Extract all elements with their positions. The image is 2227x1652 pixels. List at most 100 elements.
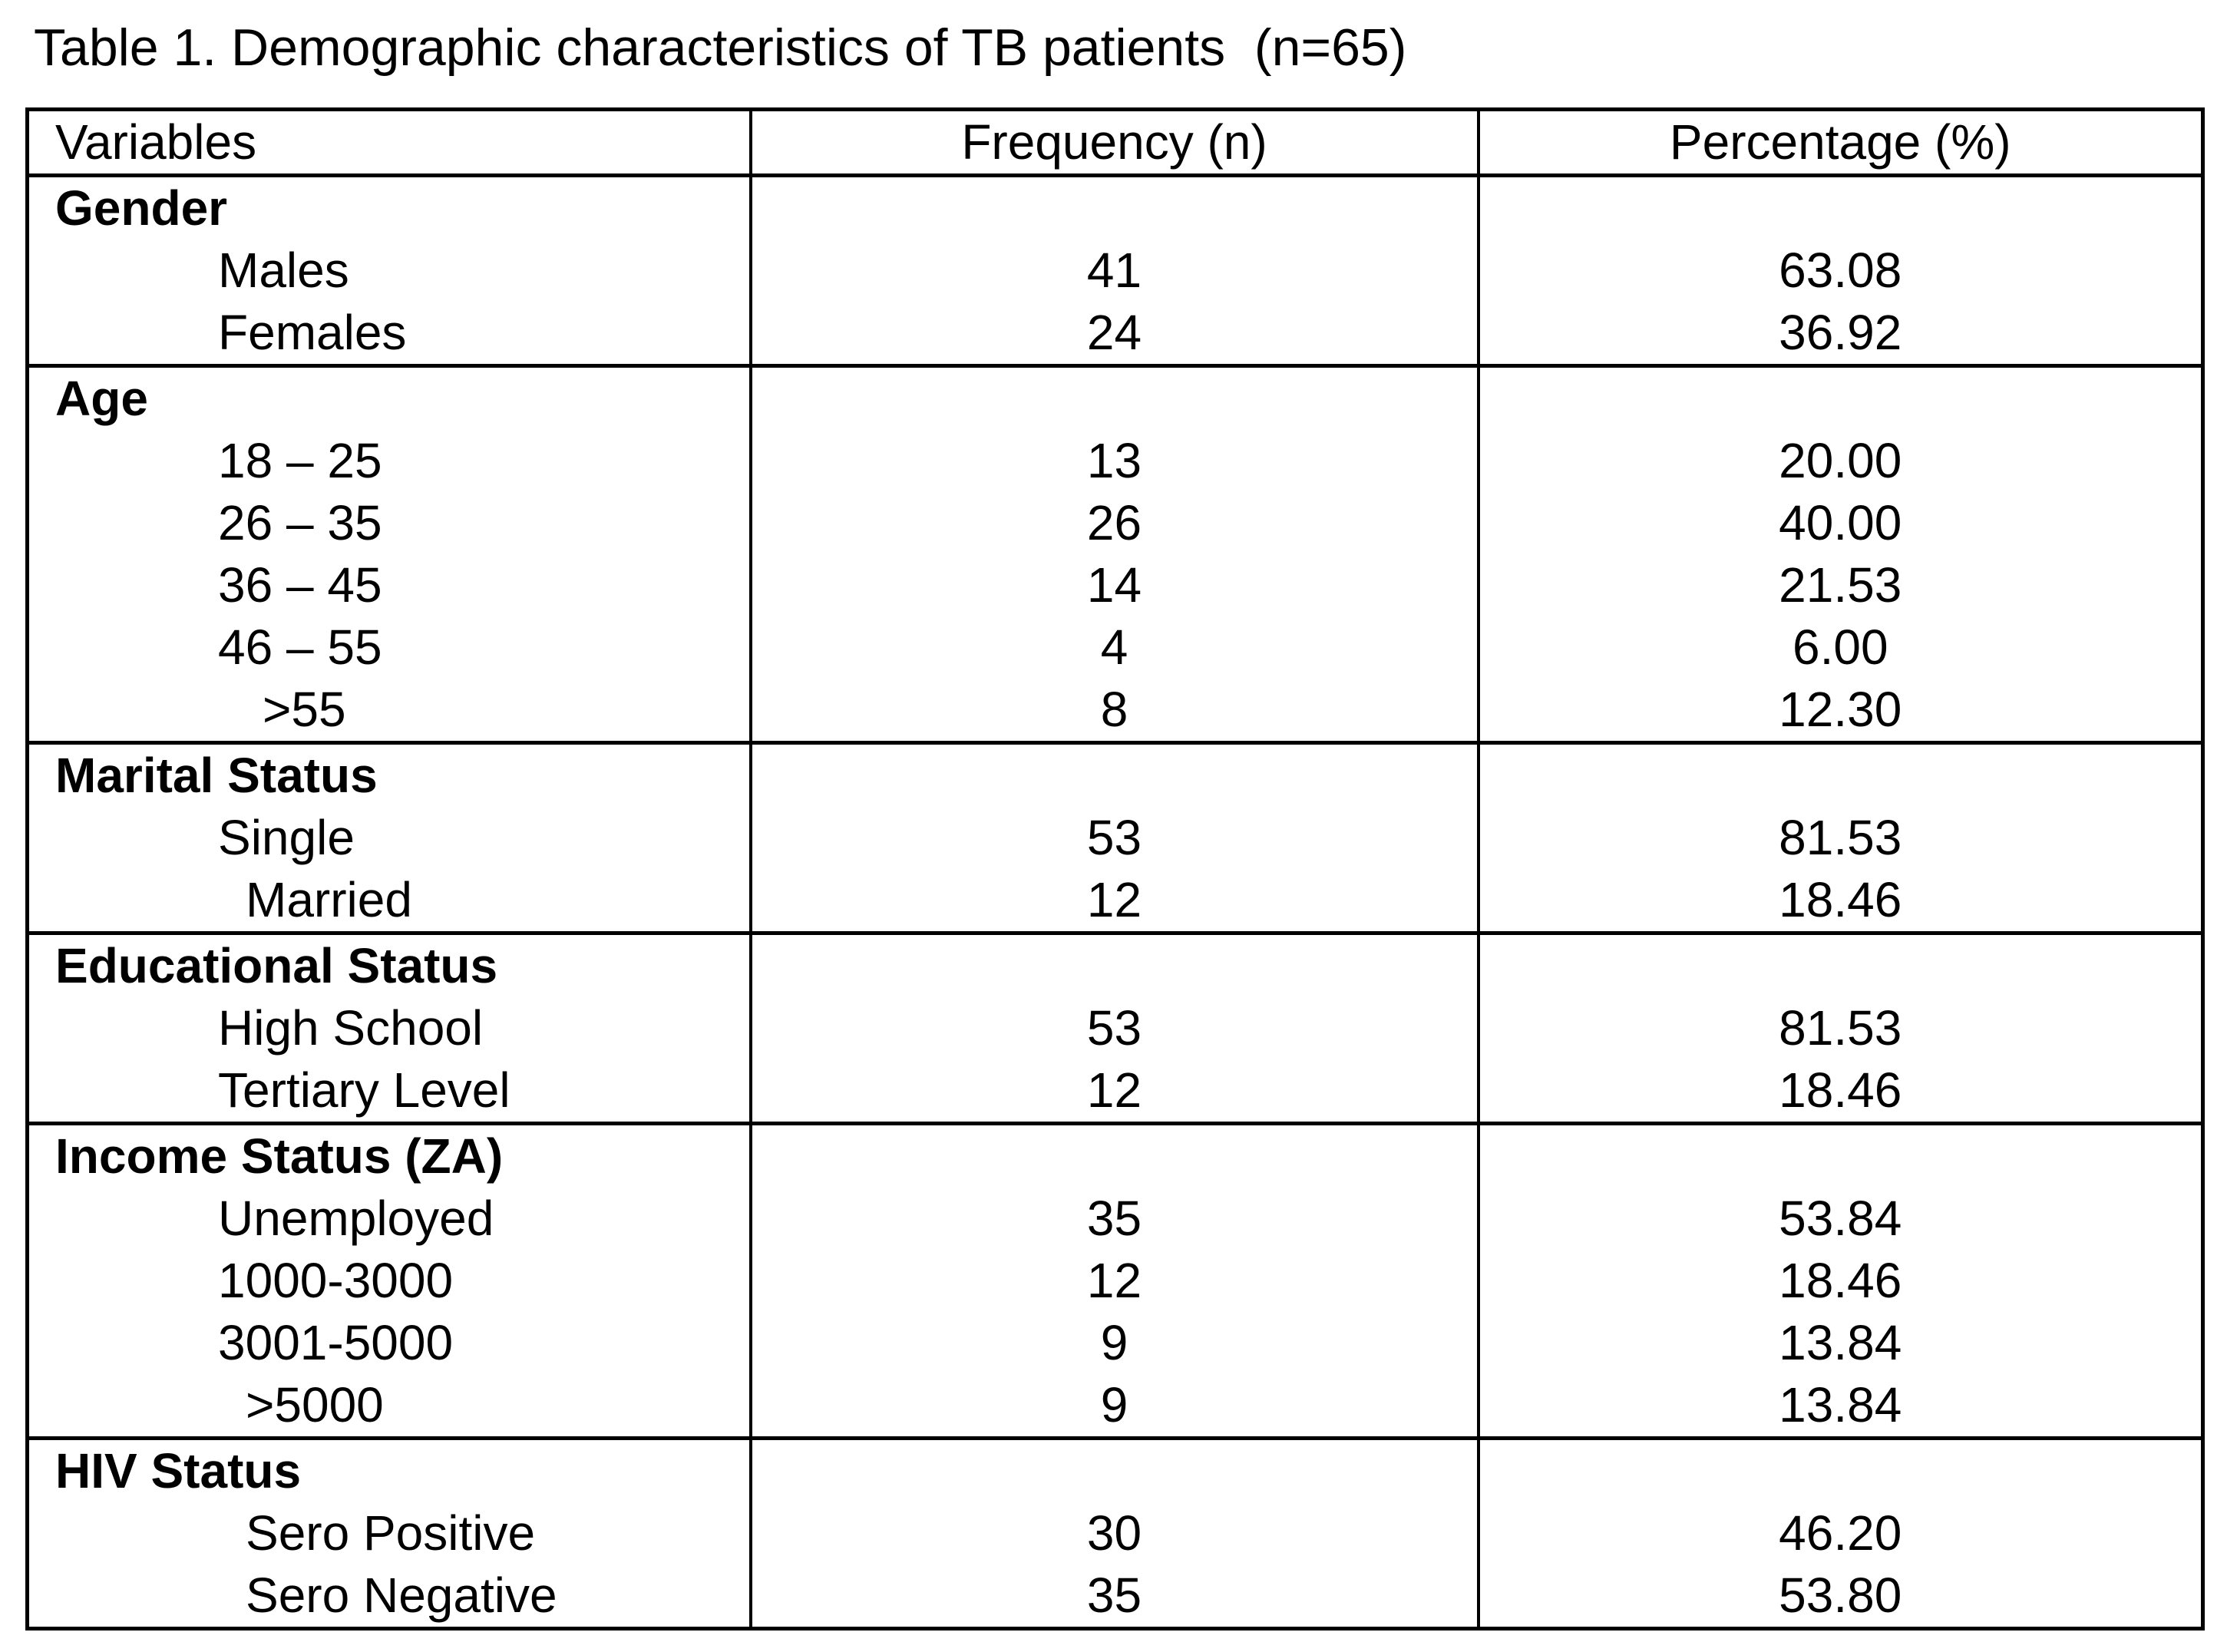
section-hiv-status: HIV Status Sero Positive 30 46.20 Sero N…: [25, 1438, 2205, 1629]
table-row: Females 24 36.92: [25, 302, 2205, 366]
variable-cell: 18 – 25: [25, 430, 752, 492]
percentage-cell: 18.46: [1476, 1059, 2205, 1124]
section-educational-status: Educational Status High School 53 81.53 …: [25, 933, 2205, 1124]
empty-cell: [1476, 933, 2205, 997]
section-title: Gender: [25, 175, 752, 240]
empty-cell: [1476, 175, 2205, 240]
table-row: High School 53 81.53: [25, 997, 2205, 1059]
frequency-cell: 53: [748, 807, 1480, 869]
table-row: >55 8 12.30: [25, 679, 2205, 743]
percentage-cell: 46.20: [1476, 1502, 2205, 1564]
table-row: Tertiary Level 12 18.46: [25, 1059, 2205, 1124]
percentage-cell: 13.84: [1476, 1312, 2205, 1374]
table-caption: Table 1. Demographic characteristics of …: [34, 18, 1407, 77]
percentage-cell: 18.46: [1476, 869, 2205, 933]
empty-cell: [1476, 365, 2205, 430]
table-row: Unemployed 35 53.84: [25, 1188, 2205, 1250]
percentage-cell: 6.00: [1476, 616, 2205, 679]
table-row: Sero Positive 30 46.20: [25, 1502, 2205, 1564]
section-title-row: Marital Status: [25, 742, 2205, 807]
section-title-row: Income Status (ZA): [25, 1123, 2205, 1188]
table-row: >5000 9 13.84: [25, 1374, 2205, 1439]
variable-cell: Sero Negative: [25, 1564, 752, 1629]
variable-cell: Sero Positive: [25, 1502, 752, 1564]
frequency-cell: 8: [748, 679, 1480, 743]
section-title: Educational Status: [25, 933, 752, 997]
empty-cell: [1476, 742, 2205, 807]
column-header-percentage: Percentage (%): [1476, 109, 2205, 176]
frequency-cell: 12: [748, 1250, 1480, 1312]
section-title: Income Status (ZA): [25, 1123, 752, 1188]
variable-cell: 1000-3000: [25, 1250, 752, 1312]
frequency-cell: 4: [748, 616, 1480, 679]
section-title: HIV Status: [25, 1438, 752, 1502]
empty-cell: [1476, 1438, 2205, 1502]
variable-cell: 46 – 55: [25, 616, 752, 679]
frequency-cell: 14: [748, 554, 1480, 616]
frequency-cell: 35: [748, 1188, 1480, 1250]
variable-cell: Unemployed: [25, 1188, 752, 1250]
frequency-cell: 26: [748, 492, 1480, 554]
percentage-cell: 81.53: [1476, 807, 2205, 869]
table-row: 1000-3000 12 18.46: [25, 1250, 2205, 1312]
variable-cell: Females: [25, 302, 752, 366]
empty-cell: [748, 1123, 1480, 1188]
variable-cell: Tertiary Level: [25, 1059, 752, 1124]
percentage-cell: 36.92: [1476, 302, 2205, 366]
demographics-table: Variables Frequency (n) Percentage (%) G…: [25, 107, 2205, 1631]
percentage-cell: 81.53: [1476, 997, 2205, 1059]
table-row: 46 – 55 4 6.00: [25, 616, 2205, 679]
frequency-cell: 35: [748, 1564, 1480, 1629]
frequency-cell: 12: [748, 1059, 1480, 1124]
frequency-cell: 24: [748, 302, 1480, 366]
percentage-cell: 18.46: [1476, 1250, 2205, 1312]
section-title-row: Gender: [25, 175, 2205, 240]
variable-cell: Married: [25, 869, 752, 933]
empty-cell: [1476, 1123, 2205, 1188]
frequency-cell: 9: [748, 1312, 1480, 1374]
variable-cell: 3001-5000: [25, 1312, 752, 1374]
percentage-cell: 21.53: [1476, 554, 2205, 616]
percentage-cell: 20.00: [1476, 430, 2205, 492]
percentage-cell: 53.80: [1476, 1564, 2205, 1629]
empty-cell: [748, 175, 1480, 240]
table-row: Single 53 81.53: [25, 807, 2205, 869]
section-title: Marital Status: [25, 742, 752, 807]
empty-cell: [748, 365, 1480, 430]
empty-cell: [748, 1438, 1480, 1502]
table-row: 36 – 45 14 21.53: [25, 554, 2205, 616]
column-header-variables: Variables: [25, 109, 752, 176]
variable-cell: 26 – 35: [25, 492, 752, 554]
frequency-cell: 13: [748, 430, 1480, 492]
section-gender: Gender Males 41 63.08 Females 24 36.92: [25, 175, 2205, 366]
variable-cell: >5000: [25, 1374, 752, 1439]
percentage-cell: 12.30: [1476, 679, 2205, 743]
section-income-status: Income Status (ZA) Unemployed 35 53.84 1…: [25, 1123, 2205, 1439]
frequency-cell: 53: [748, 997, 1480, 1059]
section-title-row: HIV Status: [25, 1438, 2205, 1502]
table-header: Variables Frequency (n) Percentage (%): [25, 109, 2205, 176]
variable-cell: Single: [25, 807, 752, 869]
section-age: Age 18 – 25 13 20.00 26 – 35 26 40.00 36…: [25, 365, 2205, 743]
table-row: Sero Negative 35 53.80: [25, 1564, 2205, 1629]
percentage-cell: 53.84: [1476, 1188, 2205, 1250]
table-row: 18 – 25 13 20.00: [25, 430, 2205, 492]
percentage-cell: 63.08: [1476, 240, 2205, 302]
frequency-cell: 41: [748, 240, 1480, 302]
percentage-cell: 40.00: [1476, 492, 2205, 554]
frequency-cell: 30: [748, 1502, 1480, 1564]
variable-cell: Males: [25, 240, 752, 302]
table-row: 3001-5000 9 13.84: [25, 1312, 2205, 1374]
empty-cell: [748, 742, 1480, 807]
table-row: Married 12 18.46: [25, 869, 2205, 933]
percentage-cell: 13.84: [1476, 1374, 2205, 1439]
variable-cell: 36 – 45: [25, 554, 752, 616]
header-row: Variables Frequency (n) Percentage (%): [25, 109, 2205, 176]
variable-cell: >55: [25, 679, 752, 743]
section-title-row: Educational Status: [25, 933, 2205, 997]
empty-cell: [748, 933, 1480, 997]
table-row: Males 41 63.08: [25, 240, 2205, 302]
column-header-frequency: Frequency (n): [748, 109, 1480, 176]
variable-cell: High School: [25, 997, 752, 1059]
table-row: 26 – 35 26 40.00: [25, 492, 2205, 554]
